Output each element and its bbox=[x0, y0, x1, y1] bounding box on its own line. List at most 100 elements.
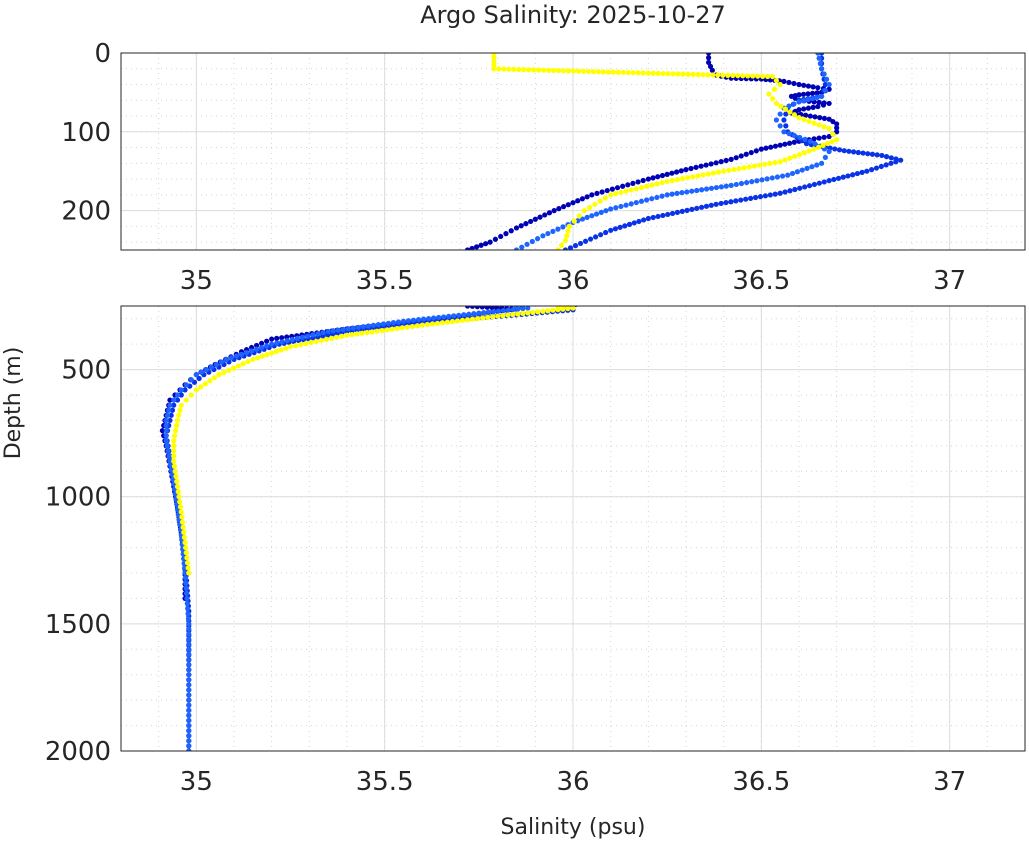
data-point bbox=[183, 382, 189, 388]
data-point bbox=[334, 334, 340, 340]
data-point bbox=[354, 331, 360, 337]
data-point bbox=[690, 71, 696, 77]
data-point bbox=[186, 641, 192, 647]
data-point bbox=[163, 433, 169, 439]
data-point bbox=[498, 233, 504, 240]
data-point bbox=[525, 269, 530, 274]
data-point bbox=[819, 93, 825, 99]
data-point bbox=[718, 159, 724, 165]
data-point bbox=[565, 252, 570, 257]
data-point bbox=[819, 66, 825, 72]
data-point bbox=[509, 256, 514, 261]
data-point bbox=[688, 165, 694, 172]
data-point bbox=[184, 560, 191, 566]
data-point bbox=[593, 211, 600, 217]
data-point bbox=[693, 164, 699, 170]
data-point bbox=[449, 318, 456, 325]
data-point bbox=[464, 247, 471, 250]
data-point bbox=[750, 73, 756, 79]
data-point bbox=[186, 728, 192, 734]
data-point bbox=[796, 81, 802, 88]
data-point bbox=[590, 68, 597, 75]
data-point bbox=[520, 251, 525, 256]
data-point bbox=[163, 438, 169, 444]
data-point bbox=[464, 306, 471, 309]
data-point bbox=[177, 499, 183, 505]
data-point bbox=[708, 202, 714, 208]
data-point bbox=[585, 68, 592, 75]
data-point bbox=[792, 153, 798, 159]
data-point bbox=[545, 262, 550, 267]
data-point bbox=[599, 189, 605, 195]
data-point bbox=[800, 91, 807, 97]
data-point bbox=[185, 611, 191, 617]
data-point bbox=[598, 232, 604, 238]
data-point bbox=[389, 326, 395, 332]
data-point bbox=[186, 687, 192, 693]
data-point bbox=[193, 372, 199, 378]
data-point bbox=[773, 117, 780, 123]
data-point bbox=[816, 180, 822, 186]
data-point bbox=[592, 201, 598, 207]
data-point bbox=[208, 364, 214, 370]
data-point bbox=[495, 313, 501, 319]
data-point bbox=[806, 148, 812, 154]
data-point bbox=[530, 301, 535, 306]
data-point bbox=[743, 196, 749, 202]
data-point bbox=[560, 224, 566, 230]
data-point bbox=[777, 81, 783, 88]
data-point bbox=[182, 539, 188, 546]
data-point bbox=[483, 241, 489, 247]
data-point bbox=[278, 347, 284, 353]
data-point bbox=[174, 478, 180, 485]
data-point bbox=[330, 328, 336, 334]
data-point bbox=[633, 199, 639, 206]
data-point bbox=[328, 335, 335, 341]
data-point bbox=[773, 100, 780, 107]
data-point bbox=[480, 315, 486, 321]
data-point bbox=[715, 169, 722, 175]
data-point bbox=[186, 748, 192, 751]
data-point bbox=[470, 248, 475, 250]
data-point bbox=[551, 208, 557, 214]
data-point bbox=[620, 183, 626, 189]
data-point bbox=[560, 306, 566, 312]
data-point bbox=[826, 133, 832, 140]
data-point bbox=[814, 90, 820, 96]
data-point bbox=[817, 115, 823, 121]
data-point bbox=[274, 340, 280, 346]
data-point bbox=[476, 271, 481, 276]
data-point bbox=[617, 224, 623, 230]
data-point bbox=[223, 356, 230, 362]
data-point bbox=[749, 179, 755, 185]
data-point bbox=[169, 407, 176, 413]
data-point bbox=[735, 73, 741, 79]
data-point bbox=[758, 146, 764, 152]
data-point bbox=[469, 306, 476, 309]
data-point bbox=[555, 247, 561, 250]
data-point bbox=[791, 80, 797, 87]
data-point bbox=[654, 181, 660, 187]
data-point bbox=[767, 160, 773, 167]
data-point bbox=[511, 66, 517, 72]
data-point bbox=[487, 239, 493, 245]
data-point bbox=[575, 68, 582, 74]
data-point bbox=[461, 277, 466, 282]
data-point bbox=[492, 236, 499, 242]
data-point bbox=[562, 247, 569, 250]
data-point bbox=[765, 73, 771, 80]
data-point bbox=[400, 318, 407, 324]
data-point bbox=[673, 169, 680, 175]
data-point bbox=[451, 313, 457, 319]
data-point bbox=[186, 682, 192, 688]
data-point bbox=[464, 317, 471, 323]
data-point bbox=[186, 697, 192, 703]
data-point bbox=[700, 72, 706, 78]
data-point bbox=[456, 280, 461, 285]
data-point bbox=[650, 214, 656, 221]
data-point bbox=[628, 201, 634, 207]
data-point bbox=[708, 161, 714, 167]
data-point bbox=[178, 387, 184, 393]
data-point bbox=[660, 70, 666, 77]
data-point bbox=[183, 544, 189, 551]
